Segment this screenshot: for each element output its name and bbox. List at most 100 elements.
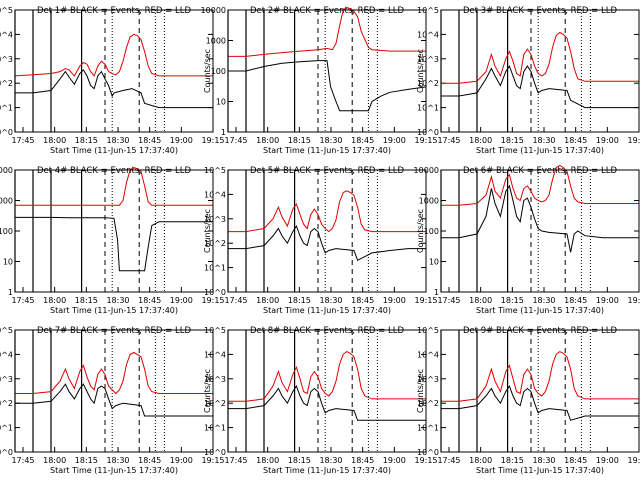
x-tick-label: 17:45	[224, 296, 247, 305]
y-axis-label: Counts/sec	[203, 49, 212, 93]
y-tick-label: 10^5	[0, 6, 13, 15]
y-tick-label: 10^2	[417, 399, 439, 408]
x-tick-label: 18:45	[138, 296, 161, 305]
series-line-lld	[441, 351, 639, 402]
x-tick-label: 19:00	[170, 456, 193, 465]
y-tick-label: 1	[434, 288, 439, 297]
y-tick-label: 10^4	[0, 350, 13, 359]
x-tick-label: 18:30	[319, 296, 342, 305]
x-tick-label: 19:15	[627, 296, 640, 305]
chart-panel-4: Det 4# BLACK = Events, RED = LLD 1 10 100 10…	[0, 166, 225, 315]
series-line-events	[15, 216, 213, 272]
chart-title: Det 8# BLACK = Events, RED = LLD	[250, 326, 405, 336]
x-tick-label: 18:45	[351, 136, 374, 145]
plot-frame	[227, 329, 427, 453]
y-tick-label: 10^4	[417, 30, 439, 39]
y-tick-label: 10^3	[0, 375, 13, 384]
y-tick-label: 10^0	[204, 288, 226, 297]
chart-title: Det 6# BLACK = Events, RED = LLD	[463, 166, 618, 176]
series-line-events	[441, 64, 639, 109]
x-tick-label: 18:30	[532, 136, 555, 145]
x-tick-label: 18:45	[564, 296, 587, 305]
x-tick-label: 19:15	[414, 456, 437, 465]
y-tick-label: 1000	[0, 197, 13, 206]
x-axis-label: Start Time (11-Jun-15 17:37:40)	[263, 466, 391, 475]
y-tick-label: 10^3	[204, 375, 226, 384]
y-tick-label: 10^1	[417, 104, 439, 113]
y-tick-label: 10^3	[417, 55, 439, 64]
x-tick-label: 18:00	[43, 296, 66, 305]
x-tick-label: 19:15	[627, 136, 640, 145]
x-tick-label: 19:15	[201, 456, 224, 465]
x-tick-label: 18:15	[288, 456, 311, 465]
y-tick-label: 10^2	[0, 79, 13, 88]
series-line-events	[228, 60, 427, 112]
y-tick-label: 1000	[206, 37, 226, 46]
y-tick-label: 10	[216, 98, 226, 107]
series-line-events	[441, 184, 639, 253]
chart-title: Det 3# BLACK = Events, RED = LLD	[463, 6, 618, 16]
x-tick-label: 18:15	[75, 456, 98, 465]
x-tick-label: 18:30	[106, 456, 129, 465]
y-tick-label: 10000	[414, 166, 439, 175]
x-tick-label: 18:15	[75, 136, 98, 145]
chart-title: Det 5# BLACK = Events, RED = LLD	[250, 166, 405, 176]
series-line-events	[228, 224, 426, 262]
y-tick-label: 1000	[419, 197, 439, 206]
chart-title: Det 4# BLACK = Events, RED = LLD	[37, 166, 192, 176]
x-tick-label: 18:15	[288, 136, 311, 145]
x-tick-label: 18:15	[501, 136, 524, 145]
y-tick-label: 10^0	[417, 128, 439, 137]
y-axis-label: Counts/sec	[416, 209, 425, 253]
y-tick-label: 10^4	[204, 190, 226, 199]
y-tick-label: 10^0	[204, 448, 226, 457]
x-tick-label: 18:45	[138, 456, 161, 465]
y-tick-label: 1	[8, 288, 13, 297]
x-axis-label: Start Time (11-Jun-15 17:37:40)	[263, 306, 391, 315]
x-tick-label: 19:00	[383, 296, 406, 305]
y-tick-label: 10^5	[0, 326, 13, 335]
x-tick-label: 18:30	[106, 296, 129, 305]
series-line-events	[15, 69, 213, 109]
y-tick-label: 10^1	[0, 424, 13, 433]
x-tick-label: 17:45	[11, 296, 34, 305]
plot-frame	[227, 9, 427, 133]
y-tick-label: 10^2	[204, 239, 226, 248]
y-tick-label: 10^3	[204, 215, 226, 224]
x-tick-label: 18:15	[501, 296, 524, 305]
x-tick-label: 17:45	[437, 136, 460, 145]
x-axis-label: Start Time (11-Jun-15 17:37:40)	[476, 466, 604, 475]
y-tick-label: 10^5	[417, 326, 439, 335]
y-tick-label: 10000	[201, 6, 226, 15]
series-line-lld	[228, 351, 426, 402]
y-tick-label: 100	[0, 227, 13, 236]
y-axis-label: Counts/sec	[203, 369, 212, 413]
x-axis-label: Start Time (11-Jun-15 17:37:40)	[50, 466, 178, 475]
x-tick-label: 17:45	[11, 456, 34, 465]
plot-frame	[440, 169, 640, 293]
series-line-lld	[15, 351, 213, 395]
x-tick-label: 19:00	[596, 136, 619, 145]
y-tick-label: 10^5	[204, 326, 226, 335]
chart-panel-1: Det 1# BLACK = Events, RED = LLD 10^0 10^1…	[0, 6, 225, 155]
x-tick-label: 18:15	[288, 296, 311, 305]
x-tick-label: 19:00	[383, 456, 406, 465]
x-tick-label: 18:00	[469, 136, 492, 145]
y-tick-label: 10	[429, 258, 439, 267]
y-axis-label: Counts/sec	[416, 49, 425, 93]
y-axis-label: Counts/sec	[203, 209, 212, 253]
x-tick-label: 18:00	[43, 456, 66, 465]
plot-frame	[440, 9, 640, 133]
x-tick-label: 19:00	[596, 456, 619, 465]
y-tick-label: 10^5	[204, 166, 226, 175]
x-tick-label: 18:45	[351, 456, 374, 465]
y-tick-label: 1	[221, 128, 226, 137]
plot-frame	[440, 329, 640, 453]
x-tick-label: 17:45	[224, 136, 247, 145]
chart-title: Det 9# BLACK = Events, RED = LLD	[463, 326, 618, 336]
chart-title: Det 7# BLACK = Events, RED = LLD	[37, 326, 192, 336]
y-tick-label: 10^1	[417, 424, 439, 433]
y-tick-label: 10^0	[0, 448, 13, 457]
x-tick-label: 19:00	[596, 296, 619, 305]
